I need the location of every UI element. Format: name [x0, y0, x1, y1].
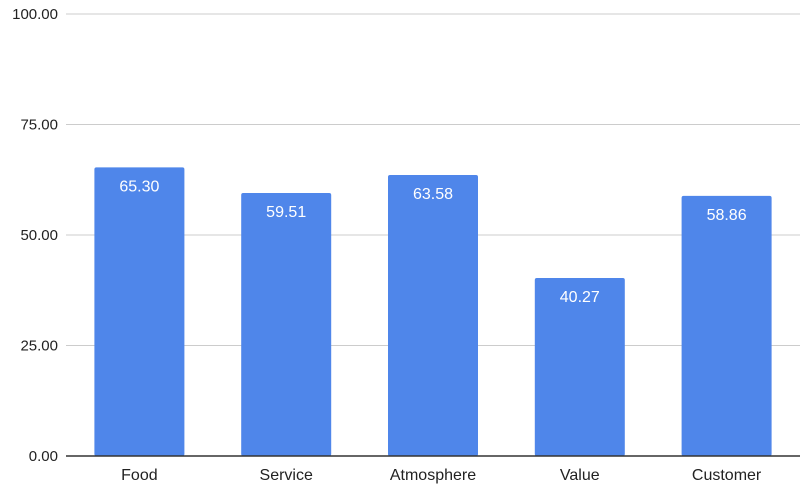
bar-atmosphere — [388, 174, 478, 457]
y-tick-label: 100.00 — [12, 6, 58, 23]
x-tick-label: Customer — [692, 467, 762, 484]
data-label: 40.27 — [560, 289, 600, 306]
data-label: 63.58 — [413, 186, 453, 203]
bar-service — [241, 192, 332, 456]
data-label: 65.30 — [119, 178, 159, 195]
y-tick-label: 0.00 — [29, 448, 58, 465]
x-tick-label: Food — [121, 467, 157, 484]
bar-food — [94, 167, 185, 456]
y-tick-label: 25.00 — [20, 338, 58, 355]
bars — [94, 167, 772, 457]
data-labels: 65.30 59.51 63.58 40.27 58.86 — [119, 178, 746, 306]
y-tick-label: 50.00 — [20, 227, 58, 244]
data-label: 58.86 — [707, 207, 747, 224]
data-label: 59.51 — [266, 204, 306, 221]
x-tick-label: Value — [560, 467, 600, 484]
y-tick-label: 75.00 — [20, 117, 58, 134]
bar-value — [534, 278, 625, 456]
x-axis-labels: Food Service Atmosphere Value Customer — [121, 467, 762, 484]
y-axis-ticks: 0.00 25.00 50.00 75.00 100.00 — [12, 6, 58, 465]
bar-customer — [681, 195, 772, 456]
x-tick-label: Atmosphere — [390, 467, 476, 484]
x-tick-label: Service — [260, 467, 313, 484]
